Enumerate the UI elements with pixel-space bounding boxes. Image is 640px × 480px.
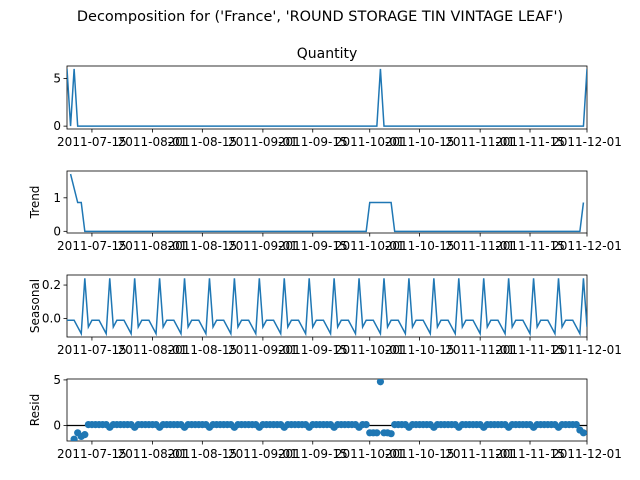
x-tick-label: 2011-11-01	[445, 135, 515, 149]
x-tick-label: 2011-09-15	[278, 447, 348, 461]
x-tick-label: 2011-12-01	[552, 447, 622, 461]
x-tick-label: 2011-08-15	[167, 135, 237, 149]
axes-frame	[66, 274, 588, 338]
x-tick-label: 2011-09-15	[278, 135, 348, 149]
x-tick-label: 2011-11-15	[495, 447, 565, 461]
x-tick-label: 2011-12-01	[552, 135, 622, 149]
panels-group: Quantity052011-07-152011-08-012011-08-15…	[28, 46, 622, 461]
axes-frame	[66, 378, 588, 442]
resid-point	[81, 431, 89, 439]
x-tick-label: 2011-07-15	[57, 239, 127, 253]
x-tick-label: 2011-11-01	[445, 447, 515, 461]
x-tick-label: 2011-11-15	[495, 239, 565, 253]
x-tick-label: 2011-10-15	[385, 447, 455, 461]
y-tick-label: 0.2	[42, 278, 61, 292]
y-tick-label: 0	[53, 419, 61, 433]
panel-2: Trend012011-07-152011-08-012011-08-15201…	[28, 170, 622, 253]
resid-point	[373, 429, 381, 437]
resid-point	[70, 435, 78, 441]
y-tick-label: 0.0	[42, 312, 61, 326]
x-tick-label: 2011-08-01	[118, 135, 188, 149]
y-tick-label: 5	[53, 373, 61, 387]
x-tick-label: 2011-11-15	[495, 135, 565, 149]
y-axis-label: Seasonal	[28, 279, 42, 333]
x-tick-label: 2011-09-01	[228, 135, 298, 149]
x-tick-label: 2011-09-15	[278, 343, 348, 357]
x-tick-label: 2011-08-01	[118, 343, 188, 357]
x-tick-label: 2011-07-15	[57, 343, 127, 357]
y-axis-label: Trend	[28, 186, 42, 220]
x-tick-label: 2011-12-01	[552, 343, 622, 357]
x-tick-label: 2011-10-15	[385, 239, 455, 253]
panel-title: Quantity	[297, 46, 358, 62]
figure-suptitle: Decomposition for ('France', 'ROUND STOR…	[77, 9, 563, 25]
x-tick-label: 2011-11-01	[445, 343, 515, 357]
panel-3: Seasonal 0.00.22011-07-152011-08-012011-0…	[28, 274, 622, 357]
resid-point	[376, 379, 385, 386]
x-tick-label: 2011-10-01	[335, 135, 405, 149]
y-axis-label: Resid	[28, 394, 42, 426]
x-tick-label: 2011-08-15	[167, 239, 237, 253]
x-tick-label: 2011-10-15	[385, 343, 455, 357]
x-tick-label: 2011-07-15	[57, 447, 127, 461]
series-line	[69, 173, 585, 233]
x-tick-label: 2011-09-01	[228, 343, 298, 357]
series-line	[67, 68, 587, 127]
x-tick-label: 2011-11-01	[445, 239, 515, 253]
x-tick-label: 2011-10-15	[385, 135, 455, 149]
y-tick-label: 5	[53, 71, 61, 85]
x-tick-label: 2011-12-01	[552, 239, 622, 253]
resid-point	[572, 420, 580, 429]
panel-4: Resid 052011-07-152011-08-012011-08-15201…	[28, 373, 622, 461]
x-tick-label: 2011-11-15	[495, 343, 565, 357]
y-tick-label: 1	[53, 191, 61, 205]
resid-point	[387, 430, 395, 438]
x-tick-label: 2011-10-01	[335, 343, 405, 357]
x-tick-label: 2011-10-01	[335, 239, 405, 253]
x-tick-label: 2011-09-01	[228, 447, 298, 461]
x-tick-label: 2011-08-01	[118, 447, 188, 461]
x-tick-label: 2011-08-15	[167, 447, 237, 461]
resid-point	[579, 429, 587, 437]
y-tick-label: 0	[53, 224, 61, 238]
x-tick-label: 2011-08-15	[167, 343, 237, 357]
series-line	[67, 278, 587, 337]
axes-frame	[66, 170, 588, 234]
panel-1: Quantity 0 5 2011-07-152011-08-012011-08-15…	[53, 46, 622, 149]
resid-point	[362, 420, 370, 429]
x-tick-label: 2011-07-15	[57, 135, 127, 149]
axes-frame	[66, 65, 588, 130]
x-tick-label: 2011-09-01	[228, 239, 298, 253]
x-tick-label: 2011-08-01	[118, 239, 188, 253]
x-tick-label: 2011-09-15	[278, 239, 348, 253]
y-tick-label: 0	[53, 119, 61, 133]
x-tick-label: 2011-10-01	[335, 447, 405, 461]
